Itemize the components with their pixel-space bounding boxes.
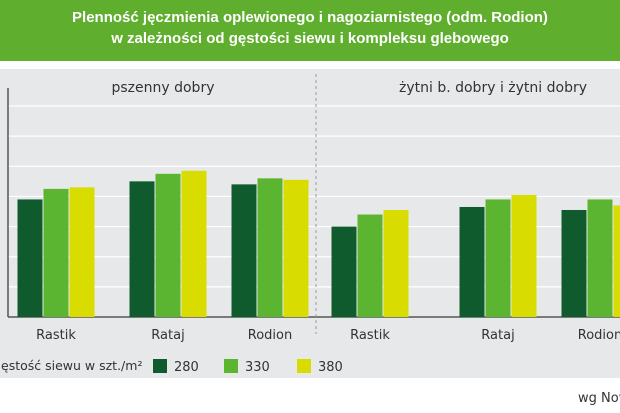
category-label-2-rataj: Rataj xyxy=(481,328,514,343)
bar-2-rastik-280 xyxy=(331,226,357,317)
legend-label-330: 330 xyxy=(245,360,270,375)
legend-label-280: 280 xyxy=(174,360,199,375)
bar-1-rodion-280 xyxy=(231,184,257,317)
bar-2-rodion-280 xyxy=(561,209,587,317)
legend-label-380: 380 xyxy=(318,360,343,375)
source-note: wg Nov xyxy=(578,391,620,406)
chart-title-line1: Plenność jęczmienia oplewionego i nagozi… xyxy=(72,9,548,26)
chart-header: Plenność jęczmienia oplewionego i nagozi… xyxy=(0,0,620,61)
category-label-2-rodion: Rodion xyxy=(578,328,620,343)
bar-2-rodion-380 xyxy=(613,205,620,317)
category-label-1-rodion: Rodion xyxy=(248,328,292,343)
bar-1-rataj-330 xyxy=(155,173,181,317)
legend-swatch-280 xyxy=(153,359,167,373)
group-label-2: żytni b. dobry i żytni dobry xyxy=(399,80,587,96)
bar-1-rataj-380 xyxy=(181,170,207,317)
category-label-1-rataj: Rataj xyxy=(151,328,184,343)
legend-title: ęstość siewu w szt./m² xyxy=(1,358,142,373)
bar-1-rastik-280 xyxy=(17,199,43,317)
category-label-1-rastik: Rastik xyxy=(36,328,76,343)
category-label-2-rastik: Rastik xyxy=(350,328,390,343)
bar-2-rodion-330 xyxy=(587,199,613,317)
bar-1-rastik-380 xyxy=(69,187,95,317)
legend-swatch-380 xyxy=(297,359,311,373)
bar-2-rastik-330 xyxy=(357,214,383,317)
bar-1-rodion-380 xyxy=(283,179,309,317)
bar-1-rastik-330 xyxy=(43,188,69,317)
bar-2-rastik-380 xyxy=(383,209,409,317)
bar-2-rataj-280 xyxy=(459,206,485,317)
bar-1-rodion-330 xyxy=(257,178,283,317)
bar-2-rataj-380 xyxy=(511,194,537,317)
bar-2-rataj-330 xyxy=(485,199,511,317)
group-label-1: pszenny dobry xyxy=(111,80,214,96)
chart-title-line2: w zależności od gęstości siewu i komplek… xyxy=(111,30,509,47)
legend-swatch-330 xyxy=(224,359,238,373)
bar-1-rataj-280 xyxy=(129,181,155,317)
